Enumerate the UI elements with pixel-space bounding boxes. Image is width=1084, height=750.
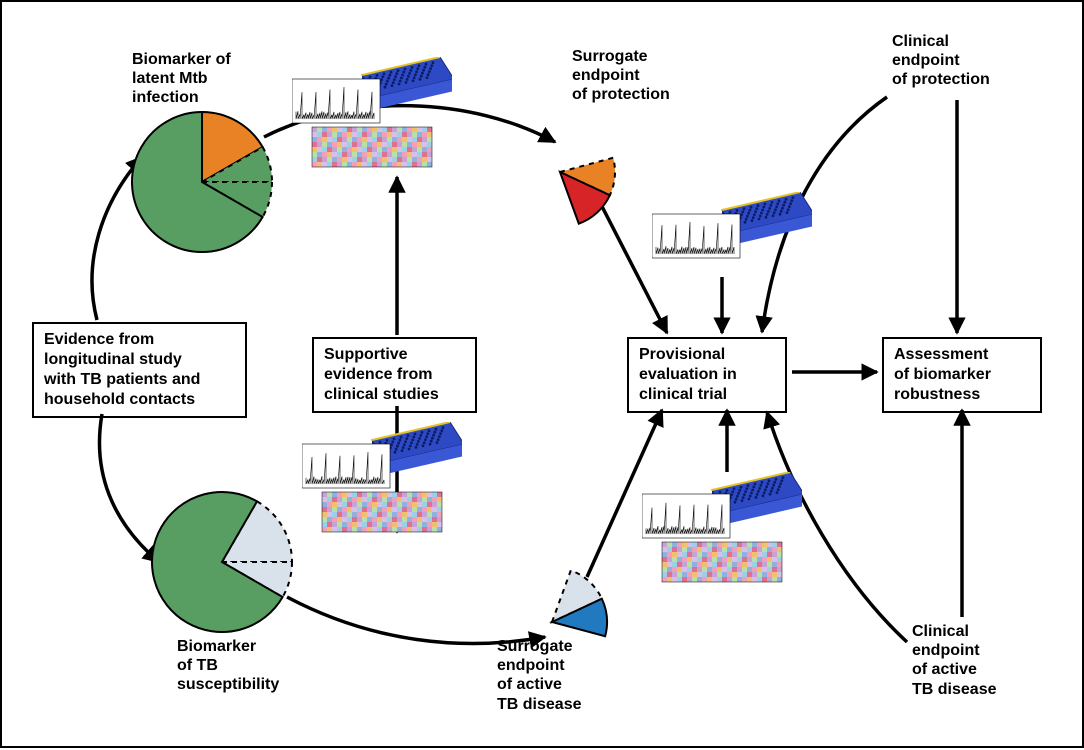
box-assessment-robustness: Assessmentof biomarkerrobustness — [882, 337, 1042, 413]
assay-icon-cluster — [302, 422, 462, 547]
assay-icon-cluster — [642, 472, 802, 597]
label-clinical-protection: Clinicalendpointof protection — [892, 32, 1052, 90]
label-biomarker-susceptibility: Biomarkerof TBsusceptibility — [177, 637, 327, 695]
label-surrogate-active: Surrogateendpointof activeTB disease — [497, 637, 647, 714]
label-surrogate-protection: Surrogateendpointof protection — [572, 47, 722, 105]
label-biomarker-latent: Biomarker oflatent Mtbinfection — [132, 50, 282, 108]
assay-icon-cluster — [292, 57, 452, 182]
box-evidence-longitudinal-text: Evidence fromlongitudinal studywith TB p… — [44, 330, 235, 410]
box-assessment-robustness-text: Assessmentof biomarkerrobustness — [894, 345, 1030, 405]
box-evidence-longitudinal: Evidence fromlongitudinal studywith TB p… — [32, 322, 247, 418]
box-provisional-eval: Provisionalevaluation inclinical trial — [627, 337, 787, 413]
label-clinical-active: Clinicalendpointof activeTB disease — [912, 622, 1072, 699]
box-supportive-evidence-text: Supportiveevidence fromclinical studies — [324, 345, 465, 405]
box-provisional-eval-text: Provisionalevaluation inclinical trial — [639, 345, 775, 405]
diagram-canvas: Biomarker oflatent Mtbinfection Biomarke… — [0, 0, 1084, 748]
box-supportive-evidence: Supportiveevidence fromclinical studies — [312, 337, 477, 413]
assay-icon-cluster — [652, 192, 812, 317]
